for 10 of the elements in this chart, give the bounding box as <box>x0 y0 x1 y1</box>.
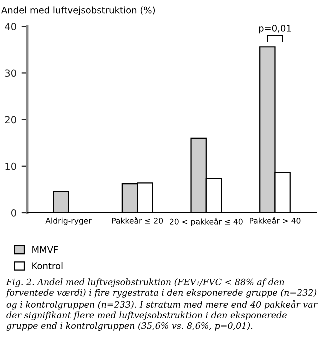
y-tick-label: 40 <box>5 23 16 30</box>
y-tick-label: 30 <box>5 70 16 78</box>
caption: Fig. 2. Andel med luftvejsobstruktion (FEV₁/FVC < 88% af den forventede værdi) i fire rygestrata i den eksponerede gruppe (n=232) og i kontrolgruppen (n=233). I stratum med mere end 40 pakkeår var der signifikant flere med luftvejsobstruktion i den eksponerede gruppe end i kontrolgruppen (35,6% vs. 8,6%, p=0,01). <box>6 278 318 331</box>
annotation: p=0,01 <box>259 25 292 34</box>
legend-label: MMVF <box>32 246 58 254</box>
legend-label: Kontrol <box>32 262 63 270</box>
chart-title: Andel med luftvejsobstruktion (%) <box>2 6 156 16</box>
y-tick-label: 10 <box>6 162 16 170</box>
y-tick-label: 20 <box>5 116 16 124</box>
y-tick-label: 0 <box>11 209 16 217</box>
